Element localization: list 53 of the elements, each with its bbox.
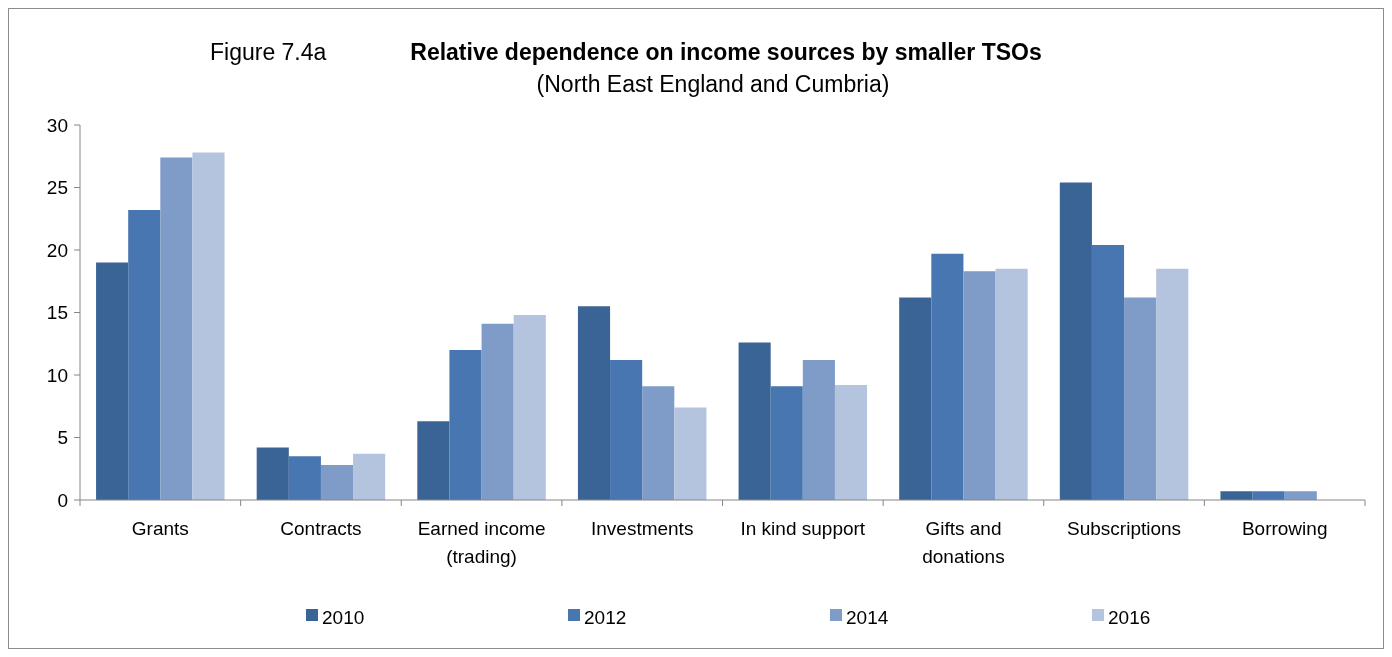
bar [320,465,354,500]
bar [1091,245,1125,500]
legend-label: 2016 [1108,606,1151,628]
bar [674,407,707,500]
caption: Figure 7.4a [210,39,327,65]
bar [963,271,996,500]
bar [1252,491,1285,500]
x-tick-label: Investments [590,518,694,539]
bar [192,152,225,500]
bar [128,210,161,500]
bar [417,421,450,500]
chart-title: Relative dependence on income sources by smaller TSOs [410,39,1042,65]
chart-subtitle: (North East England and Cumbria) [536,71,890,97]
bar [738,342,771,500]
y-tick-label: 10 [46,364,68,386]
bar [1284,491,1317,500]
y-tick-label: 5 [57,427,68,449]
bar [802,360,835,500]
bar [642,386,675,500]
bar [160,157,193,500]
bar [577,306,611,500]
bar [899,297,932,500]
bar [610,360,643,500]
x-tick-label: Grants [131,518,189,539]
y-tick-label: 0 [57,489,68,511]
x-tick-label: In kind support [740,518,866,539]
legend-label: 2014 [846,606,889,628]
x-tick-label: Borrowing [1241,518,1328,539]
x-tick-label: Subscriptions [1067,518,1182,539]
x-tick-label: Earned income (trading) [417,518,546,567]
y-tick-label: 20 [46,239,68,261]
bar [995,268,1028,500]
x-tick-label: Contracts [280,518,362,539]
bar [1220,491,1253,500]
bar [96,262,129,500]
bar [1124,297,1157,500]
bar [449,350,482,500]
legend-label: 2010 [322,606,365,628]
bar [513,315,546,500]
bar [1059,182,1092,500]
bar [1156,268,1189,500]
x-tick-label: Gifts and donations [922,518,1005,567]
bar [481,323,514,500]
bar [931,253,964,500]
legend-label: 2012 [584,606,627,628]
bar [770,386,803,500]
y-tick-label: 25 [46,177,68,199]
bar [288,456,321,500]
bar [834,385,868,500]
bar [256,447,289,500]
bar [353,453,386,500]
y-tick-label: 30 [46,114,68,136]
y-tick-label: 15 [46,302,68,324]
